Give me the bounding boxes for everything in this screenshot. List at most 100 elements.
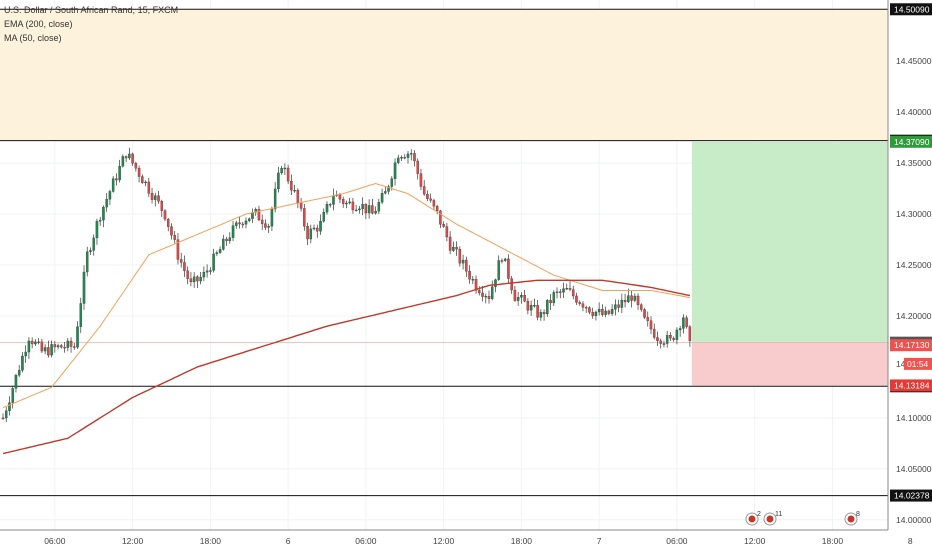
candle-body bbox=[134, 163, 138, 169]
candle-body bbox=[361, 204, 364, 210]
candle-body bbox=[371, 205, 374, 214]
candle-body bbox=[474, 279, 478, 291]
y-tick-label: 14.45000 bbox=[896, 56, 932, 66]
candle-body bbox=[196, 276, 199, 282]
candle-body bbox=[215, 252, 219, 255]
candle-body bbox=[322, 211, 326, 222]
candle-body bbox=[179, 259, 183, 263]
candle-body bbox=[688, 326, 692, 341]
ma-legend[interactable]: MA (50, close) bbox=[4, 33, 62, 43]
candle-body bbox=[40, 341, 44, 352]
candle-body bbox=[400, 157, 403, 159]
candle-body bbox=[442, 224, 445, 227]
x-tick-label: 8 bbox=[908, 536, 913, 546]
candle-body bbox=[478, 290, 481, 294]
ema-legend[interactable]: EMA (200, close) bbox=[4, 19, 73, 29]
price-axis bbox=[888, 0, 932, 550]
candle-body bbox=[312, 227, 316, 230]
candle-body bbox=[614, 304, 617, 310]
candle-body bbox=[490, 286, 494, 299]
candle-body bbox=[154, 195, 157, 200]
level-badge: 14.02378 bbox=[894, 491, 930, 501]
candle-body bbox=[189, 278, 193, 283]
candle-body bbox=[319, 220, 322, 232]
x-tick-label: 06:00 bbox=[44, 536, 66, 546]
candle-body bbox=[669, 335, 672, 339]
candle-body bbox=[455, 247, 458, 250]
candle-body bbox=[358, 208, 361, 211]
loss-zone bbox=[691, 342, 888, 386]
candle-body bbox=[445, 226, 449, 238]
supply-zone bbox=[0, 9, 888, 141]
candle-body bbox=[649, 320, 653, 330]
candle-body bbox=[21, 355, 24, 371]
candle-body bbox=[559, 291, 562, 293]
candle-body bbox=[14, 375, 18, 389]
candle-body bbox=[682, 317, 685, 329]
stop-badge-bg bbox=[890, 379, 932, 392]
candle-body bbox=[105, 199, 108, 208]
candle-body bbox=[186, 270, 189, 279]
candle-body bbox=[102, 206, 105, 221]
candle-body bbox=[487, 295, 491, 299]
candle-body bbox=[513, 289, 517, 301]
candle-body bbox=[604, 310, 607, 315]
candle-body bbox=[316, 227, 319, 232]
price-prefix-label: 14. bbox=[896, 359, 908, 369]
event-count: 8 bbox=[856, 511, 860, 518]
candle-body bbox=[471, 279, 475, 281]
candle-body bbox=[108, 191, 112, 200]
candle-body bbox=[607, 310, 611, 314]
candle-body bbox=[526, 301, 530, 311]
candle-body bbox=[115, 178, 118, 181]
candle-body bbox=[283, 167, 287, 170]
candle-body bbox=[409, 153, 413, 155]
event-flag-dot bbox=[847, 515, 855, 523]
candle-body bbox=[238, 222, 241, 225]
candle-body bbox=[416, 160, 419, 174]
candle-body bbox=[422, 186, 426, 195]
candle-body bbox=[426, 193, 429, 199]
candle-body bbox=[552, 292, 556, 304]
candle-body bbox=[50, 344, 53, 356]
stop-badge: 14.13184 bbox=[894, 380, 930, 390]
candle-body bbox=[675, 329, 679, 340]
candle-body bbox=[150, 193, 154, 200]
candle-body bbox=[118, 166, 121, 181]
candle-body bbox=[594, 311, 598, 316]
candle-body bbox=[280, 167, 283, 174]
candle-body bbox=[144, 181, 147, 184]
x-tick-label: 06:00 bbox=[666, 536, 688, 546]
candle-body bbox=[1, 417, 5, 420]
candle-body bbox=[419, 173, 423, 187]
candle-body bbox=[539, 312, 543, 318]
candle-body bbox=[43, 347, 47, 352]
candle-body bbox=[273, 188, 277, 210]
candle-body bbox=[575, 295, 578, 303]
candle-body bbox=[270, 208, 274, 227]
candle-body bbox=[309, 228, 313, 240]
candle-body bbox=[656, 337, 659, 341]
candle-body bbox=[384, 191, 387, 194]
candle-body bbox=[128, 153, 131, 159]
candle-body bbox=[56, 345, 60, 348]
candle-body bbox=[231, 225, 235, 238]
candle-body bbox=[591, 312, 594, 316]
level-badge-bg bbox=[890, 489, 932, 502]
symbol-title[interactable]: U.S. Dollar / South African Rand, 15, FX… bbox=[4, 5, 179, 15]
candle-body bbox=[82, 271, 86, 304]
candle-body bbox=[484, 295, 488, 298]
candle-body bbox=[516, 297, 520, 301]
candle-body bbox=[672, 338, 675, 340]
candle-body bbox=[11, 388, 14, 403]
candle-body bbox=[47, 347, 50, 356]
event-flag-dot bbox=[748, 515, 756, 523]
candle-body bbox=[643, 309, 646, 318]
candle-body bbox=[542, 312, 546, 315]
profit-zone bbox=[691, 141, 888, 343]
candle-body bbox=[192, 276, 196, 283]
event-count: 11 bbox=[775, 511, 782, 518]
candle-body bbox=[500, 260, 504, 262]
candle-body bbox=[8, 402, 11, 411]
